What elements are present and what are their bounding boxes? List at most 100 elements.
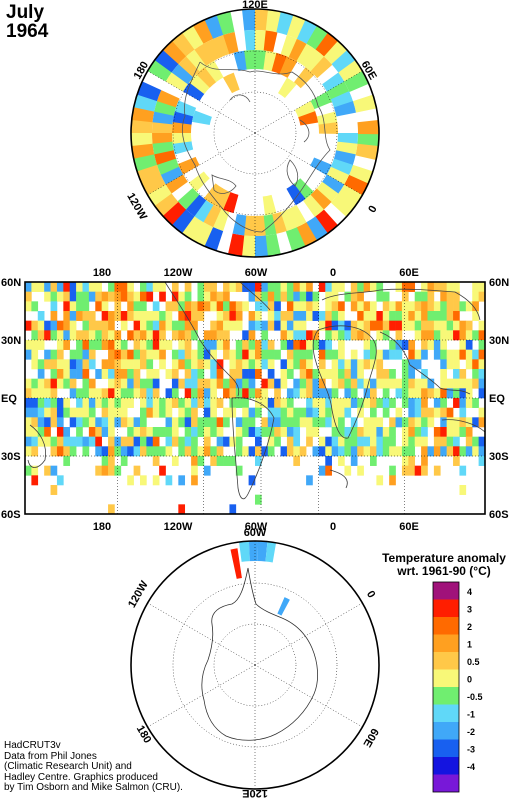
anomaly-cell	[459, 369, 467, 379]
anomaly-cell	[421, 378, 428, 389]
anomaly-cell	[146, 291, 154, 302]
anomaly-cell	[88, 427, 96, 437]
anomaly-cell	[114, 446, 122, 457]
anomaly-cell	[395, 407, 403, 418]
anomaly-cell	[120, 282, 128, 292]
anomaly-cell	[261, 398, 269, 408]
anomaly-cell	[31, 330, 39, 341]
anomaly-cell	[363, 427, 371, 437]
lat-label-left: 30N	[1, 335, 21, 347]
anomaly-cell	[401, 282, 409, 292]
anomaly-cell	[472, 282, 479, 292]
anomaly-cell	[31, 475, 39, 486]
anomaly-cell	[140, 291, 147, 302]
anomaly-cell	[171, 63, 194, 85]
anomaly-cell	[312, 369, 320, 379]
anomaly-cell	[159, 446, 166, 457]
anomaly-cell	[286, 407, 294, 418]
anomaly-cell	[25, 320, 32, 331]
anomaly-cell	[363, 301, 371, 312]
anomaly-cell	[88, 398, 96, 408]
anomaly-cell	[344, 465, 352, 476]
anomaly-cell	[421, 282, 428, 292]
anomaly-cell	[395, 446, 403, 457]
anomaly-cell	[171, 369, 179, 379]
anomaly-cell	[76, 369, 83, 379]
anomaly-cell	[286, 183, 306, 206]
anomaly-cell	[261, 427, 269, 437]
anomaly-cell	[140, 349, 147, 360]
anomaly-cell	[114, 311, 122, 321]
anomaly-cell	[312, 417, 320, 428]
anomaly-cell	[230, 548, 242, 579]
anomaly-cell	[120, 436, 128, 447]
anomaly-cell	[248, 541, 258, 562]
anomaly-cell	[152, 301, 160, 312]
anomaly-cell	[56, 398, 64, 408]
anomaly-cell	[101, 359, 109, 370]
anomaly-cell	[338, 282, 345, 292]
anomaly-cell	[56, 330, 64, 341]
lon-label-bottom: 180	[93, 521, 111, 533]
anomaly-cell	[382, 349, 390, 360]
anomaly-cell	[338, 427, 345, 437]
anomaly-cell	[299, 388, 307, 399]
anomaly-cell	[127, 398, 134, 408]
anomaly-cell	[274, 436, 281, 447]
anomaly-cell	[325, 330, 332, 341]
anomaly-cell	[56, 282, 64, 292]
anomaly-cell	[235, 282, 243, 292]
anomaly-cell	[69, 282, 77, 292]
anomaly-cell	[338, 340, 345, 350]
anomaly-cell	[82, 282, 90, 292]
anomaly-cell	[25, 349, 32, 360]
anomaly-cell	[50, 349, 58, 360]
anomaly-cell	[235, 417, 243, 428]
anomaly-cell	[69, 407, 77, 418]
parallel-circle	[213, 623, 297, 707]
legend-swatch	[433, 634, 459, 652]
parallel-circle	[172, 50, 338, 216]
anomaly-cell	[255, 320, 262, 331]
anomaly-cell	[76, 436, 83, 447]
anomaly-cell	[242, 340, 249, 350]
anomaly-cell	[63, 359, 71, 370]
global-anomaly-cells	[25, 282, 485, 514]
lat-label-left: 60N	[1, 277, 21, 289]
anomaly-cell	[240, 235, 255, 257]
anomaly-cell	[171, 301, 179, 312]
anomaly-cell	[331, 301, 339, 312]
anomaly-cell	[326, 166, 350, 186]
anomaly-cell	[370, 311, 377, 321]
anomaly-cell	[261, 359, 269, 370]
south-polar-map: 60W 0 60E 120E 180 120W	[126, 527, 381, 799]
south-anomaly-cells	[230, 541, 290, 616]
anomaly-cell	[318, 359, 326, 370]
anomaly-cell	[82, 388, 90, 399]
anomaly-cell	[453, 330, 460, 341]
anomaly-cell	[178, 504, 186, 514]
anomaly-cell	[101, 427, 109, 437]
anomaly-cell	[280, 427, 288, 437]
anomaly-cell	[140, 427, 147, 437]
anomaly-cell	[152, 378, 160, 389]
anomaly-cell	[472, 417, 479, 428]
anomaly-cell	[212, 188, 231, 210]
anomaly-cell	[25, 282, 32, 292]
anomaly-cell	[274, 291, 281, 302]
anomaly-cell	[184, 291, 192, 302]
anomaly-cell	[478, 291, 485, 302]
anomaly-cell	[165, 173, 188, 194]
anomaly-cell	[229, 311, 237, 321]
anomaly-cell	[363, 340, 371, 350]
anomaly-cell	[178, 436, 186, 447]
lon-label-bottom: 60W	[245, 521, 268, 533]
anomaly-cell	[453, 291, 460, 302]
legend-swatch	[433, 687, 459, 705]
anomaly-cell	[276, 11, 295, 36]
anomaly-cell	[191, 388, 198, 399]
anomaly-cell	[312, 291, 320, 302]
anomaly-cell	[370, 407, 377, 418]
anomaly-cell	[286, 436, 294, 447]
anomaly-cell	[370, 301, 377, 312]
